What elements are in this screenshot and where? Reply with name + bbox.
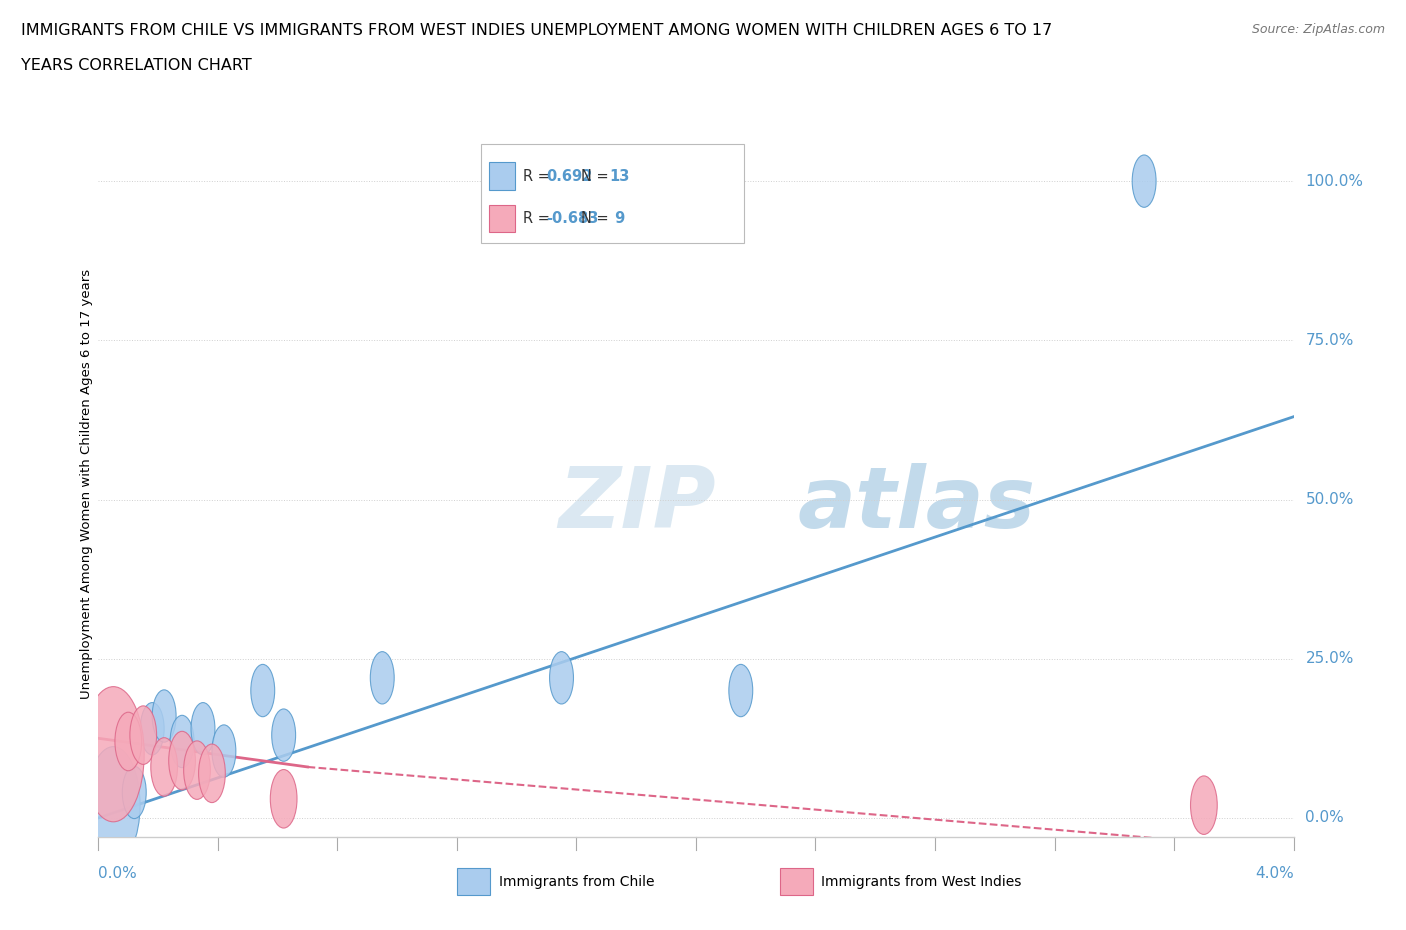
Ellipse shape <box>83 686 145 822</box>
Ellipse shape <box>1191 776 1218 834</box>
Ellipse shape <box>170 715 194 767</box>
Text: R =: R = <box>523 168 554 183</box>
Text: 4.0%: 4.0% <box>1254 866 1294 881</box>
Text: Immigrants from West Indies: Immigrants from West Indies <box>821 874 1022 888</box>
Text: 75.0%: 75.0% <box>1305 333 1354 348</box>
Text: 25.0%: 25.0% <box>1305 651 1354 666</box>
Bar <box>779 868 813 895</box>
Text: YEARS CORRELATION CHART: YEARS CORRELATION CHART <box>21 58 252 73</box>
Text: 0.0%: 0.0% <box>1305 810 1344 826</box>
Text: 13: 13 <box>610 168 630 183</box>
Ellipse shape <box>270 769 297 828</box>
Ellipse shape <box>370 652 394 704</box>
Bar <box>489 205 515 232</box>
Ellipse shape <box>250 664 274 717</box>
Ellipse shape <box>271 709 295 762</box>
Y-axis label: Unemployment Among Women with Children Ages 6 to 17 years: Unemployment Among Women with Children A… <box>80 269 93 698</box>
Ellipse shape <box>198 744 225 803</box>
Text: -0.683: -0.683 <box>547 211 599 226</box>
Ellipse shape <box>141 702 165 755</box>
Ellipse shape <box>212 724 236 777</box>
Ellipse shape <box>728 664 752 717</box>
Text: 0.0%: 0.0% <box>98 866 138 881</box>
Text: R =: R = <box>523 211 554 226</box>
Ellipse shape <box>115 712 142 771</box>
Text: IMMIGRANTS FROM CHILE VS IMMIGRANTS FROM WEST INDIES UNEMPLOYMENT AMONG WOMEN WI: IMMIGRANTS FROM CHILE VS IMMIGRANTS FROM… <box>21 23 1052 38</box>
Text: ZIP: ZIP <box>558 463 716 546</box>
Text: 9: 9 <box>610 211 624 226</box>
Ellipse shape <box>1132 155 1156 207</box>
Text: Source: ZipAtlas.com: Source: ZipAtlas.com <box>1251 23 1385 36</box>
Text: Immigrants from Chile: Immigrants from Chile <box>499 874 654 888</box>
Ellipse shape <box>169 731 195 790</box>
Text: 0.692: 0.692 <box>547 168 593 183</box>
Bar <box>489 162 515 190</box>
Text: atlas: atlas <box>797 463 1036 546</box>
Text: 100.0%: 100.0% <box>1305 174 1364 189</box>
Ellipse shape <box>122 766 146 818</box>
Ellipse shape <box>87 747 141 864</box>
Ellipse shape <box>152 690 176 742</box>
Ellipse shape <box>184 741 211 800</box>
Ellipse shape <box>150 737 177 796</box>
FancyBboxPatch shape <box>481 144 744 244</box>
Text: 50.0%: 50.0% <box>1305 492 1354 507</box>
Text: N =: N = <box>581 211 613 226</box>
Bar <box>457 868 491 895</box>
Ellipse shape <box>191 702 215 755</box>
Ellipse shape <box>550 652 574 704</box>
Ellipse shape <box>129 706 156 764</box>
Text: N =: N = <box>581 168 613 183</box>
